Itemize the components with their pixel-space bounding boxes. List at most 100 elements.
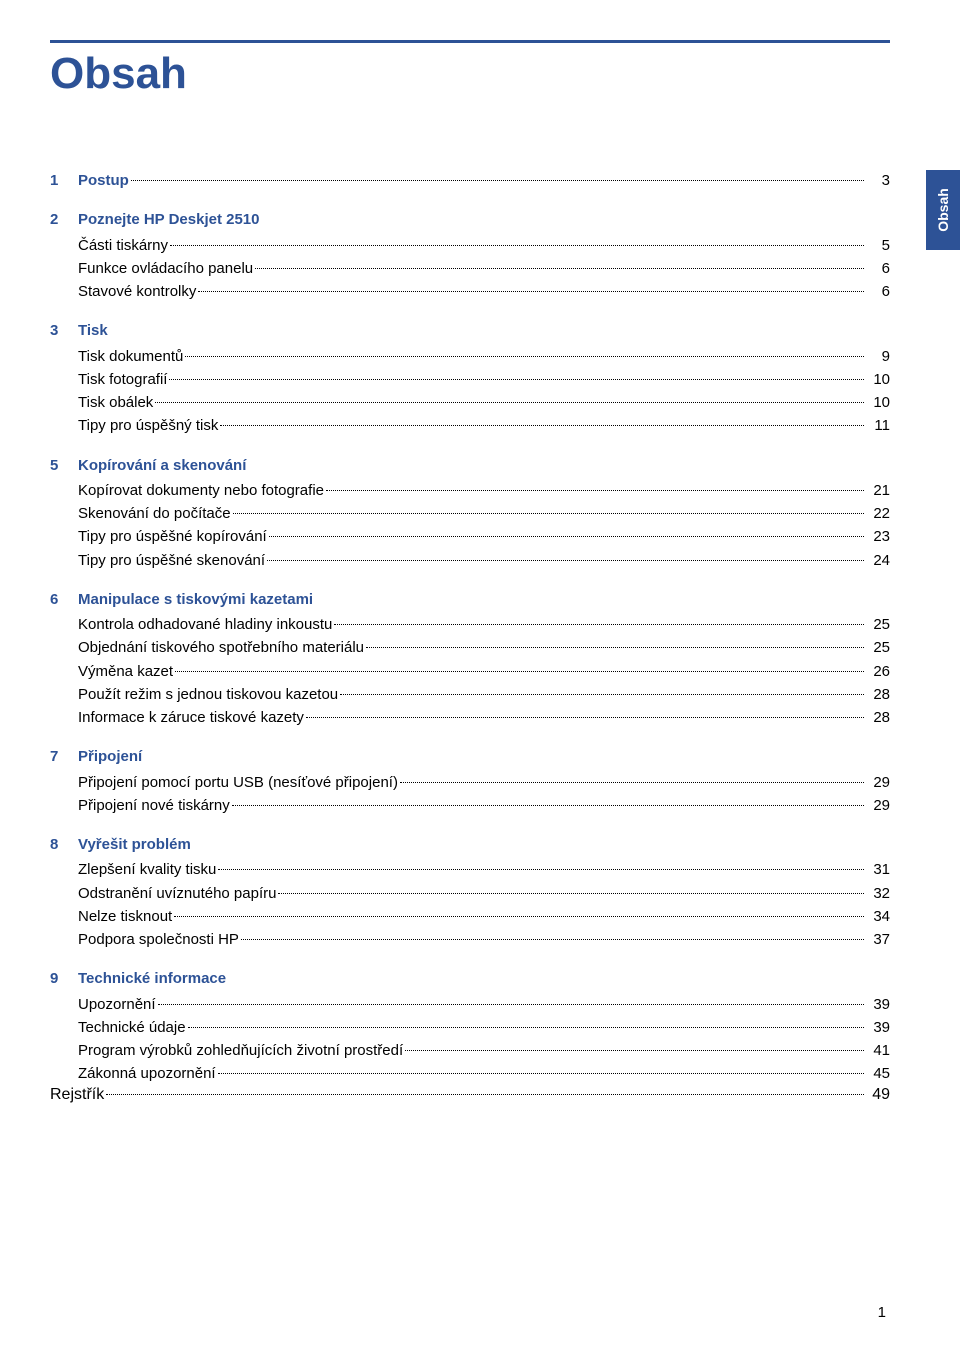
toc-entry[interactable]: Zákonná upozornění45: [78, 1062, 890, 1085]
toc-page-ref: 6: [866, 257, 890, 280]
toc-page-ref: 23: [866, 525, 890, 548]
toc-page-ref: 29: [866, 794, 890, 817]
toc-page-ref: 25: [866, 613, 890, 636]
toc-entry[interactable]: Připojení nové tiskárny 29: [78, 794, 890, 817]
toc-entry[interactable]: Připojení pomocí portu USB (nesíťové při…: [78, 771, 890, 794]
toc-entry-label: Upozornění: [78, 993, 156, 1016]
toc-section-heading[interactable]: 2Poznejte HP Deskjet 2510: [50, 208, 890, 231]
toc-entry[interactable]: Tipy pro úspěšné kopírování 23: [78, 525, 890, 548]
toc-entry[interactable]: Upozornění39: [78, 993, 890, 1016]
toc-section-heading[interactable]: 9Technické informace: [50, 967, 890, 990]
toc-section: 6Manipulace s tiskovými kazetamiKontrola…: [50, 588, 890, 730]
toc-entry[interactable]: Technické údaje39: [78, 1016, 890, 1039]
toc-entries: Zlepšení kvality tisku31Odstranění uvízn…: [50, 858, 890, 951]
toc-page-ref: 10: [866, 368, 890, 391]
toc-entry[interactable]: Podpora společnosti HP37: [78, 928, 890, 951]
page: Obsah Obsah 1Postup32Poznejte HP Deskjet…: [0, 0, 960, 1371]
toc-entry[interactable]: Výměna kazet26: [78, 660, 890, 683]
toc-page-ref: 9: [866, 345, 890, 368]
toc-entry[interactable]: Objednání tiskového spotřebního materiál…: [78, 636, 890, 659]
toc-entry-label: Kopírovat dokumenty nebo fotografie: [78, 479, 324, 502]
toc-entry-label: Podpora společnosti HP: [78, 928, 239, 951]
toc-entry[interactable]: Zlepšení kvality tisku31: [78, 858, 890, 881]
toc-section: 5 Kopírování a skenováníKopírovat dokumen…: [50, 454, 890, 572]
leader-dots: [218, 869, 864, 870]
leader-dots: [158, 1004, 864, 1005]
toc-page-ref: 6: [866, 280, 890, 303]
toc-section-title: Vyřešit problém: [78, 833, 191, 856]
toc-section-number: 5: [50, 454, 64, 477]
leader-dots: [232, 805, 864, 806]
toc-entry[interactable]: Program výrobků zohledňujících životní p…: [78, 1039, 890, 1062]
toc-section-heading[interactable]: 5 Kopírování a skenování: [50, 454, 890, 477]
toc-section-heading[interactable]: 6Manipulace s tiskovými kazetami: [50, 588, 890, 611]
leader-dots: [155, 402, 864, 403]
toc-entry-label: Tipy pro úspěšné kopírování: [78, 525, 267, 548]
toc-page-ref: 32: [866, 882, 890, 905]
toc-entry[interactable]: Použít režim s jednou tiskovou kazetou28: [78, 683, 890, 706]
toc-entry-label: Tipy pro úspěšné skenování: [78, 549, 265, 572]
leader-dots: [174, 916, 864, 917]
table-of-contents: 1Postup32Poznejte HP Deskjet 2510Části t…: [50, 169, 890, 1086]
page-number: 1: [50, 1304, 890, 1321]
toc-section-title: Kopírování a skenování: [78, 454, 246, 477]
index-label: Rejstřík: [50, 1086, 104, 1104]
leader-dots: [198, 291, 864, 292]
toc-entries: Upozornění39Technické údaje39Program výr…: [50, 993, 890, 1086]
page-title: Obsah: [50, 40, 890, 129]
leader-dots: [400, 782, 864, 783]
toc-page-ref: 24: [866, 549, 890, 572]
toc-entries: Tisk dokumentů 9Tisk fotografií10Tisk obá…: [50, 345, 890, 438]
toc-entry-label: Zákonná upozornění: [78, 1062, 216, 1085]
sidebar-tab: Obsah: [926, 170, 960, 250]
toc-section-number: 3: [50, 319, 64, 342]
toc-section: 1Postup3: [50, 169, 890, 192]
toc-entry[interactable]: Skenování do počítače22: [78, 502, 890, 525]
toc-entry[interactable]: Tisk fotografií10: [78, 368, 890, 391]
leader-dots: [106, 1094, 864, 1095]
toc-entry[interactable]: Tisk obálek10: [78, 391, 890, 414]
toc-section-heading[interactable]: 7 Připojení: [50, 745, 890, 768]
toc-entry[interactable]: Informace k záruce tiskové kazety28: [78, 706, 890, 729]
toc-entry-label: Připojení nové tiskárny: [78, 794, 230, 817]
toc-entry-label: Zlepšení kvality tisku: [78, 858, 216, 881]
toc-entry[interactable]: Nelze tisknout34: [78, 905, 890, 928]
toc-page-ref: 21: [866, 479, 890, 502]
toc-section-number: 7: [50, 745, 64, 768]
index-entry[interactable]: Rejstřík 49: [50, 1086, 890, 1104]
toc-entry[interactable]: Tipy pro úspěšné skenování 24: [78, 549, 890, 572]
toc-page-ref: 26: [866, 660, 890, 683]
toc-entry[interactable]: Kopírovat dokumenty nebo fotografie 21: [78, 479, 890, 502]
toc-section-title: Postup: [78, 169, 129, 192]
toc-entry-label: Technické údaje: [78, 1016, 186, 1039]
toc-section-title: Připojení: [78, 745, 142, 768]
toc-entries: Kontrola odhadované hladiny inkoustu25Ob…: [50, 613, 890, 729]
toc-entry[interactable]: Tisk dokumentů 9: [78, 345, 890, 368]
leader-dots: [334, 624, 864, 625]
toc-entry[interactable]: Kontrola odhadované hladiny inkoustu25: [78, 613, 890, 636]
toc-entry[interactable]: Odstranění uvíznutého papíru 32: [78, 882, 890, 905]
toc-entry-label: Program výrobků zohledňujících životní p…: [78, 1039, 403, 1062]
toc-page-ref: 28: [866, 683, 890, 706]
leader-dots: [255, 268, 864, 269]
index-page: 49: [866, 1086, 890, 1104]
toc-section-entry[interactable]: 1Postup3: [50, 169, 890, 192]
toc-section-heading[interactable]: 8Vyřešit problém: [50, 833, 890, 856]
toc-entry-label: Tisk dokumentů: [78, 345, 183, 368]
toc-entry[interactable]: Funkce ovládacího panelu6: [78, 257, 890, 280]
leader-dots: [185, 356, 864, 357]
toc-section-title: Poznejte HP Deskjet 2510: [78, 208, 259, 231]
toc-entry[interactable]: Tipy pro úspěšný tisk11: [78, 414, 890, 437]
toc-page-ref: 22: [866, 502, 890, 525]
leader-dots: [340, 694, 864, 695]
toc-section-number: 1: [50, 169, 64, 192]
toc-entry[interactable]: Stavové kontrolky 6: [78, 280, 890, 303]
leader-dots: [405, 1050, 864, 1051]
toc-entry[interactable]: Části tiskárny5: [78, 234, 890, 257]
toc-section-title: Technické informace: [78, 967, 226, 990]
toc-section-heading[interactable]: 3Tisk: [50, 319, 890, 342]
toc-section: 9Technické informaceUpozornění39Technick…: [50, 967, 890, 1085]
leader-dots: [220, 425, 864, 426]
toc-entry-label: Stavové kontrolky: [78, 280, 196, 303]
toc-entry-label: Odstranění uvíznutého papíru: [78, 882, 276, 905]
